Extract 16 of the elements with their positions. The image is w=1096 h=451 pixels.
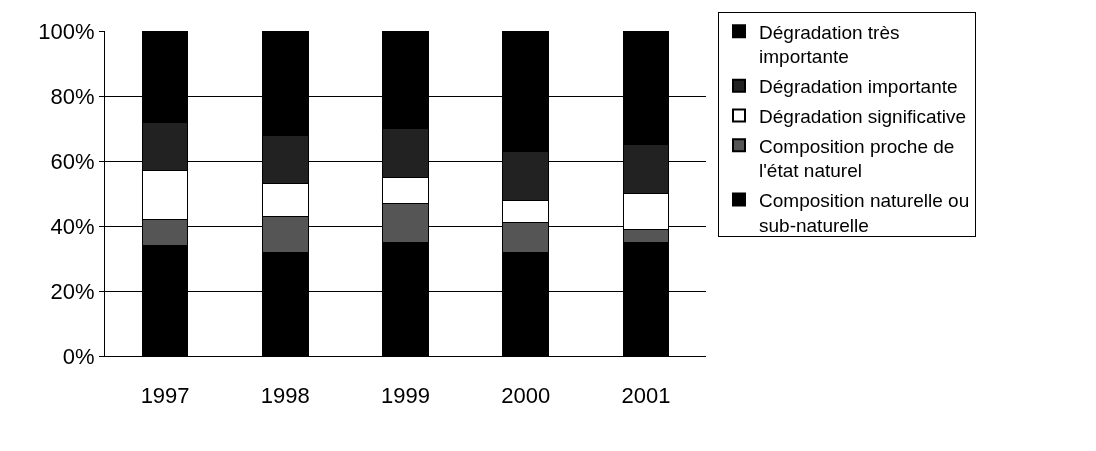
legend-label: Dégradation très importante bbox=[759, 21, 900, 68]
y-tick-label: 80% bbox=[50, 83, 95, 109]
x-tick-label: 2001 bbox=[621, 383, 671, 409]
legend-label: Dégradation significative bbox=[759, 105, 967, 127]
x-tick-label: 1997 bbox=[140, 383, 190, 409]
x-tick-label: 2000 bbox=[501, 383, 551, 409]
x-tick-label: 1999 bbox=[381, 383, 430, 409]
x-tick-label: 1998 bbox=[260, 383, 310, 409]
y-tick-label: 100% bbox=[38, 18, 95, 44]
legend-label: Composition proche de l'état naturel bbox=[759, 135, 955, 182]
y-tick-label: 60% bbox=[50, 148, 95, 174]
legend-label: Composition naturelle ou sub-naturelle bbox=[759, 189, 970, 236]
y-tick-label: 20% bbox=[50, 278, 95, 304]
legend-label: Dégradation importante bbox=[759, 76, 958, 98]
y-tick-label: 0% bbox=[62, 343, 95, 369]
y-tick-label: 40% bbox=[50, 213, 95, 239]
